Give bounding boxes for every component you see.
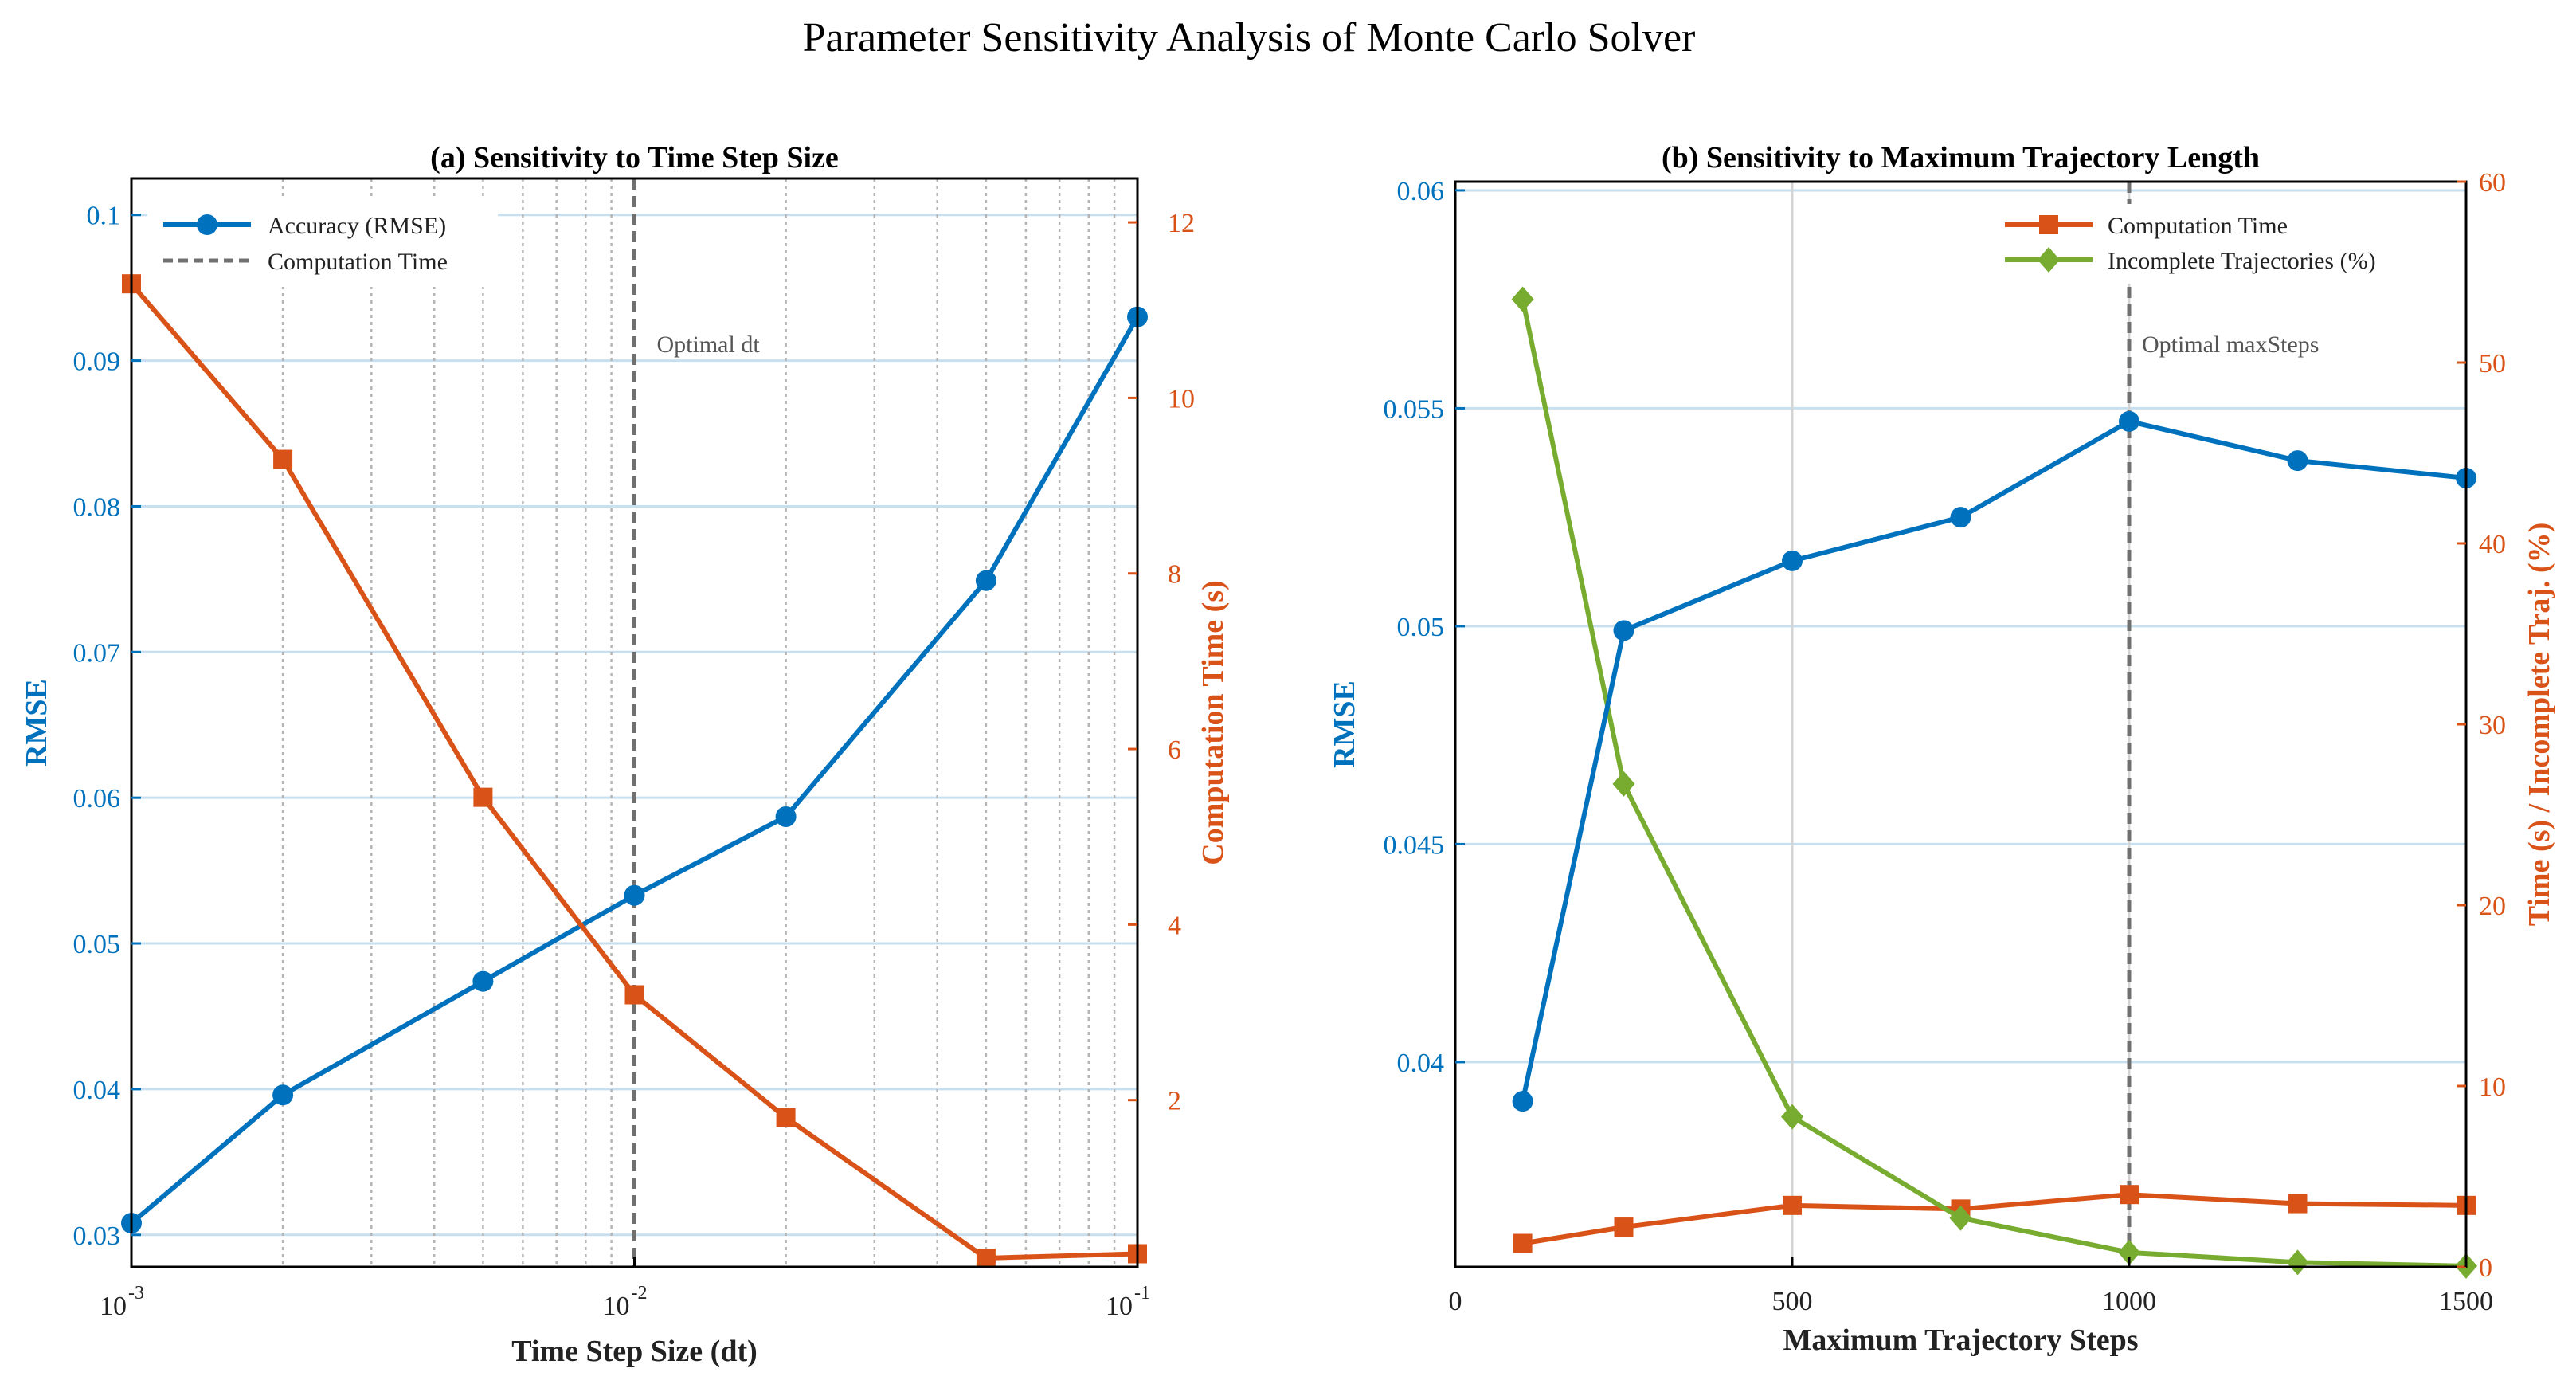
- panel-b-series-0-point: [2119, 410, 2139, 432]
- panel-b-legend-box: [1991, 204, 2453, 284]
- legend-incomplete-trajectories-marker: [2038, 247, 2060, 273]
- panel-a-x-tick-exponent: -1: [1134, 1283, 1150, 1304]
- legend-computation-time-marker: [2039, 215, 2058, 234]
- panel-b-series-0-point: [1512, 1091, 1533, 1112]
- panel-b-series-2-point: [1949, 1205, 1972, 1231]
- panel-a-x-tick-label: 10: [100, 1292, 127, 1321]
- panel-a-series-0-point: [624, 884, 645, 906]
- panel-a-left-tick-label: 0.06: [73, 784, 121, 814]
- legend-accuracy-label: Accuracy (RMSE): [268, 213, 446, 239]
- legend-computation-time-label: Computation Time: [268, 249, 448, 275]
- panel-b-left-tick-label: 0.06: [1397, 177, 1445, 206]
- panel-a-right-tick-label: 8: [1168, 560, 1181, 590]
- panel-b-series-2-point: [2286, 1249, 2309, 1276]
- panel-a-series-1-point: [473, 787, 493, 807]
- panel-a-series-1-point: [624, 985, 644, 1005]
- panel-a-legend-box: [147, 199, 498, 287]
- panel-a-left-tick-label: 0.08: [73, 492, 121, 522]
- panel-b-ylabel-left: RMSE: [1328, 680, 1361, 768]
- legend-computation-time-label: Computation Time: [2108, 213, 2288, 239]
- panel-a-series-0-point: [975, 570, 996, 591]
- panel-a-title: (a) Sensitivity to Time Step Size: [430, 141, 839, 174]
- panel-b-left-tick-label: 0.045: [1384, 830, 1445, 860]
- figure-title: Parameter Sensitivity Analysis of Monte …: [803, 15, 1696, 61]
- panel-a-series-1-point: [273, 449, 293, 469]
- panel-b-right-tick-label: 0: [2479, 1253, 2492, 1283]
- panel-b-left-tick-label: 0.05: [1397, 613, 1445, 642]
- panel-a: Optimal dt 0.030.040.050.060.070.080.090…: [20, 141, 1230, 1368]
- panel-b-series-2-point: [1511, 286, 1534, 312]
- panel-b-series: [1511, 286, 2477, 1279]
- panel-a-left-tick-label: 0.07: [73, 638, 121, 668]
- panel-a-ylabel-left: RMSE: [20, 679, 53, 767]
- panel-a-series-1-point: [776, 1108, 796, 1127]
- panel-a-left-tick-label: 0.04: [73, 1076, 121, 1105]
- panel-a-ticks: 0.03 0.04 0.05 0.06 0.07 0.08 0.09 0.1 2 4 6 8 10 12 1…: [73, 202, 1196, 1321]
- panel-a-right-tick-label: 2: [1168, 1087, 1181, 1116]
- panel-b-series-2-point: [2118, 1239, 2140, 1265]
- panel-b-right-tick-label: 10: [2479, 1072, 2506, 1102]
- panel-b-legend: Computation Time Incomplete Trajectories…: [1991, 204, 2453, 284]
- legend-incomplete-trajectories-label: Incomplete Trajectories (%): [2108, 248, 2376, 274]
- panel-b-series-0-point: [2287, 450, 2308, 472]
- panel-b-series-1-point: [1614, 1217, 1634, 1237]
- panel-b-optimal-label: Optimal maxSteps: [2142, 331, 2319, 358]
- panel-a-left-tick-label: 0.09: [73, 347, 121, 377]
- panel-b-title: (b) Sensitivity to Maximum Trajectory Le…: [1662, 141, 2260, 174]
- panel-a-xlabel: Time Step Size (dt): [511, 1335, 758, 1368]
- panel-b: Optimal maxSteps 0.040.0450.050.0550.060…: [1328, 141, 2556, 1357]
- panel-a-x-tick-label: 10: [1106, 1292, 1133, 1321]
- panel-b-ticks: 0.04 0.045 0.05 0.055 0.06 0 10 20 30 40 50 60 0 500 1…: [1384, 168, 2507, 1316]
- panel-b-series-1-point: [2120, 1185, 2139, 1205]
- panel-b-series-0-point: [1950, 507, 1971, 528]
- panel-a-optimal-label: Optimal dt: [657, 331, 761, 358]
- panel-a-series: [121, 274, 1148, 1268]
- panel-b-xlabel: Maximum Trajectory Steps: [1783, 1323, 2138, 1357]
- panel-b-series-2-line: [1520, 298, 2467, 1268]
- panel-a-ylabel-right: Computation Time (s): [1196, 580, 1230, 865]
- panel-a-left-tick-label: 0.1: [87, 202, 121, 231]
- panel-b-right-tick-label: 60: [2479, 168, 2506, 198]
- panel-b-series-1-line: [1522, 1192, 2467, 1246]
- panel-a-right-tick-label: 12: [1168, 209, 1195, 238]
- panel-a-x-tick-exponent: -3: [128, 1283, 144, 1304]
- panel-a-legend: Accuracy (RMSE) Computation Time: [147, 199, 498, 287]
- panel-b-ylabel-right: Time (s) / Incomplete Traj. (%): [2523, 523, 2556, 927]
- panel-b-series-0-point: [1782, 550, 1803, 571]
- panel-b-right-tick-label: 30: [2479, 711, 2506, 740]
- panel-a-right-tick-label: 4: [1168, 911, 1181, 940]
- panel-a-series-1-point: [976, 1248, 996, 1268]
- panel-b-series-2-point: [1612, 770, 1635, 797]
- panel-b-series-2-point: [1781, 1104, 1803, 1130]
- panel-a-series-0-point: [775, 806, 797, 827]
- panel-a-right-tick-label: 10: [1168, 384, 1195, 414]
- panel-b-left-tick-label: 0.04: [1397, 1049, 1445, 1078]
- panel-a-x-tick-exponent: -2: [632, 1283, 648, 1304]
- panel-b-right-tick-label: 50: [2479, 349, 2506, 378]
- panel-b-left-tick-label: 0.055: [1384, 394, 1445, 424]
- panel-b-series-0-line: [1520, 418, 2467, 1102]
- panel-a-right-tick-label: 6: [1168, 735, 1181, 765]
- panel-b-right-tick-label: 40: [2479, 530, 2506, 559]
- panel-b-series-0-point: [1613, 620, 1634, 641]
- panel-b-series-1-point: [1783, 1195, 1802, 1215]
- panel-b-x-tick-label: 0: [1449, 1287, 1462, 1316]
- panel-b-x-tick-label: 1000: [2102, 1287, 2156, 1316]
- panel-b-series-1-point: [2288, 1194, 2308, 1214]
- panel-b-x-tick-label: 500: [1772, 1287, 1813, 1316]
- panel-a-left-tick-label: 0.05: [73, 930, 121, 959]
- panel-b-right-tick-label: 20: [2479, 892, 2506, 921]
- panel-b-series-1-point: [1513, 1233, 1533, 1253]
- legend-accuracy-marker: [197, 214, 217, 235]
- panel-a-x-tick-label: 10: [603, 1292, 630, 1321]
- panel-a-series-0-point: [272, 1084, 294, 1106]
- panel-b-x-tick-label: 1500: [2439, 1287, 2493, 1316]
- panel-a-left-tick-label: 0.03: [73, 1221, 121, 1251]
- panel-a-series-0-point: [472, 970, 494, 992]
